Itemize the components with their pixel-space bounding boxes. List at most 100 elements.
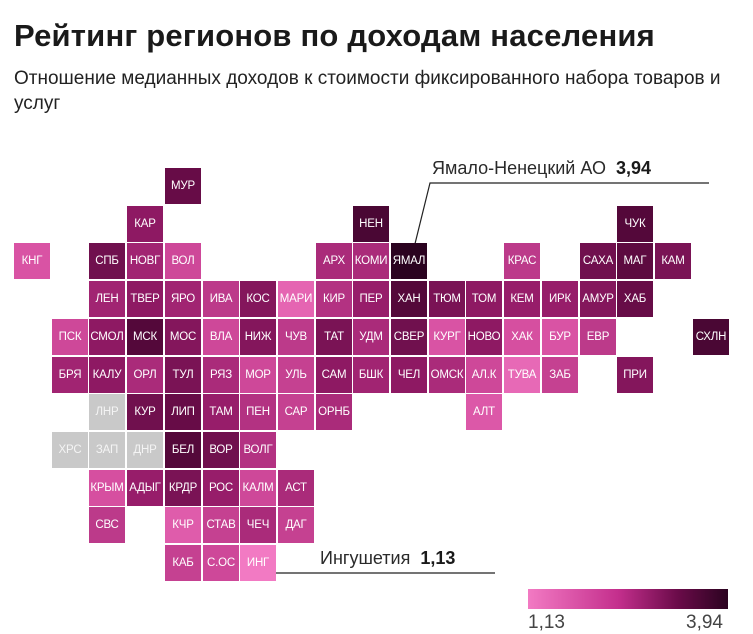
region-tile-чеч: ЧЕЧ <box>240 507 276 543</box>
region-tile-рос: РОС <box>203 470 239 506</box>
region-tile-кир: КИР <box>316 281 352 317</box>
region-tile-саха: САХА <box>580 243 616 279</box>
region-tile-евр: ЕВР <box>580 319 616 355</box>
region-tile-свс: СВС <box>89 507 125 543</box>
region-tile-лип: ЛИП <box>165 394 201 430</box>
region-tile-мос: МОС <box>165 319 201 355</box>
region-tile-кур: КУР <box>127 394 163 430</box>
legend-min-label: 1,13 <box>528 612 565 633</box>
region-tile-схлн: СХЛН <box>693 319 729 355</box>
region-tile-мор: МОР <box>240 357 276 393</box>
region-tile-крдр: КРДР <box>165 470 201 506</box>
region-tile-бур: БУР <box>542 319 578 355</box>
region-tile-пск: ПСК <box>52 319 88 355</box>
region-tile-там: ТАМ <box>203 394 239 430</box>
region-tile-арх: АРХ <box>316 243 352 279</box>
region-tile-хан: ХАН <box>391 281 427 317</box>
legend-gradient-bar <box>528 589 728 609</box>
region-tile-ново: НОВО <box>466 319 502 355</box>
region-tile-кем: КЕМ <box>504 281 540 317</box>
region-tile-аст: АСТ <box>278 470 314 506</box>
region-tile-орл: ОРЛ <box>127 357 163 393</box>
region-tile-кам: КАМ <box>655 243 691 279</box>
callout-min-name: Ингушетия <box>320 548 411 568</box>
region-tile-хрс: ХРС <box>52 432 88 468</box>
region-tile-тат: ТАТ <box>316 319 352 355</box>
region-tile-алк: АЛ.К <box>466 357 502 393</box>
region-tile-удм: УДМ <box>353 319 389 355</box>
region-tile-чув: ЧУВ <box>278 319 314 355</box>
region-tile-адыг: АДЫГ <box>127 470 163 506</box>
callout-max-name: Ямало-Ненецкий АО <box>432 158 606 178</box>
region-tile-лен: ЛЕН <box>89 281 125 317</box>
region-tile-инг: ИНГ <box>240 545 276 581</box>
region-tile-калу: КАЛУ <box>89 357 125 393</box>
region-tile-тюм: ТЮМ <box>429 281 465 317</box>
region-tile-ряз: РЯЗ <box>203 357 239 393</box>
region-tile-орнб: ОРНБ <box>316 394 352 430</box>
region-tile-сар: САР <box>278 394 314 430</box>
region-tile-вор: ВОР <box>203 432 239 468</box>
region-tile-даг: ДАГ <box>278 507 314 543</box>
region-tile-хаб: ХАБ <box>617 281 653 317</box>
region-tile-ирк: ИРК <box>542 281 578 317</box>
page-title: Рейтинг регионов по доходам населения <box>14 18 655 53</box>
region-tile-тува: ТУВА <box>504 357 540 393</box>
region-tile-кар: КАР <box>127 206 163 242</box>
region-tile-свер: СВЕР <box>391 319 427 355</box>
region-tile-спб: СПБ <box>89 243 125 279</box>
region-tile-чук: ЧУК <box>617 206 653 242</box>
region-tile-ниж: НИЖ <box>240 319 276 355</box>
region-tile-кос: КОС <box>240 281 276 317</box>
region-tile-яро: ЯРО <box>165 281 201 317</box>
page-subtitle: Отношение медианных доходов к стоимости … <box>14 68 721 114</box>
region-tile-кчр: КЧР <box>165 507 201 543</box>
region-tile-бел: БЕЛ <box>165 432 201 468</box>
region-tile-хак: ХАК <box>504 319 540 355</box>
region-tile-ямал: ЯМАЛ <box>391 243 427 279</box>
region-tile-крым: КРЫМ <box>89 470 125 506</box>
region-tile-пер: ПЕР <box>353 281 389 317</box>
region-tile-смол: СМОЛ <box>89 319 125 355</box>
region-tile-коми: КОМИ <box>353 243 389 279</box>
region-tile-мур: МУР <box>165 168 201 204</box>
region-tile-крас: КРАС <box>504 243 540 279</box>
region-tile-уль: УЛЬ <box>278 357 314 393</box>
region-tile-нен: НЕН <box>353 206 389 242</box>
callout-min: Ингушетия 1,13 <box>320 548 455 569</box>
region-tile-омск: ОМСК <box>429 357 465 393</box>
region-tile-заб: ЗАБ <box>542 357 578 393</box>
region-tile-сос: С.ОС <box>203 545 239 581</box>
region-tile-днр: ДНР <box>127 432 163 468</box>
region-tile-тул: ТУЛ <box>165 357 201 393</box>
region-tile-ива: ИВА <box>203 281 239 317</box>
region-tile-волг: ВОЛГ <box>240 432 276 468</box>
region-tile-став: СТАВ <box>203 507 239 543</box>
region-tile-пен: ПЕН <box>240 394 276 430</box>
callout-max: Ямало-Ненецкий АО 3,94 <box>432 158 651 179</box>
region-tile-новг: НОВГ <box>127 243 163 279</box>
region-tile-вол: ВОЛ <box>165 243 201 279</box>
region-tile-бря: БРЯ <box>52 357 88 393</box>
callout-max-value: 3,94 <box>615 158 652 178</box>
callout-min-value: 1,13 <box>420 548 456 568</box>
region-tile-маг: МАГ <box>617 243 653 279</box>
region-tile-амур: АМУР <box>580 281 616 317</box>
region-tile-лнр: ЛНР <box>89 394 125 430</box>
region-tile-мари: МАРИ <box>278 281 314 317</box>
region-tile-том: ТОМ <box>466 281 502 317</box>
region-tile-зап: ЗАП <box>89 432 125 468</box>
region-tile-чел: ЧЕЛ <box>391 357 427 393</box>
region-tile-бшк: БШК <box>353 357 389 393</box>
region-tile-кнг: КНГ <box>14 243 50 279</box>
region-tile-мск: МСК <box>127 319 163 355</box>
legend-max-label: 3,94 <box>686 612 723 633</box>
region-tile-вла: ВЛА <box>203 319 239 355</box>
region-tile-при: ПРИ <box>617 357 653 393</box>
region-tile-кург: КУРГ <box>429 319 465 355</box>
region-tile-калм: КАЛМ <box>240 470 276 506</box>
region-tile-каб: КАБ <box>165 545 201 581</box>
region-tile-твер: ТВЕР <box>127 281 163 317</box>
region-tile-алт: АЛТ <box>466 394 502 430</box>
